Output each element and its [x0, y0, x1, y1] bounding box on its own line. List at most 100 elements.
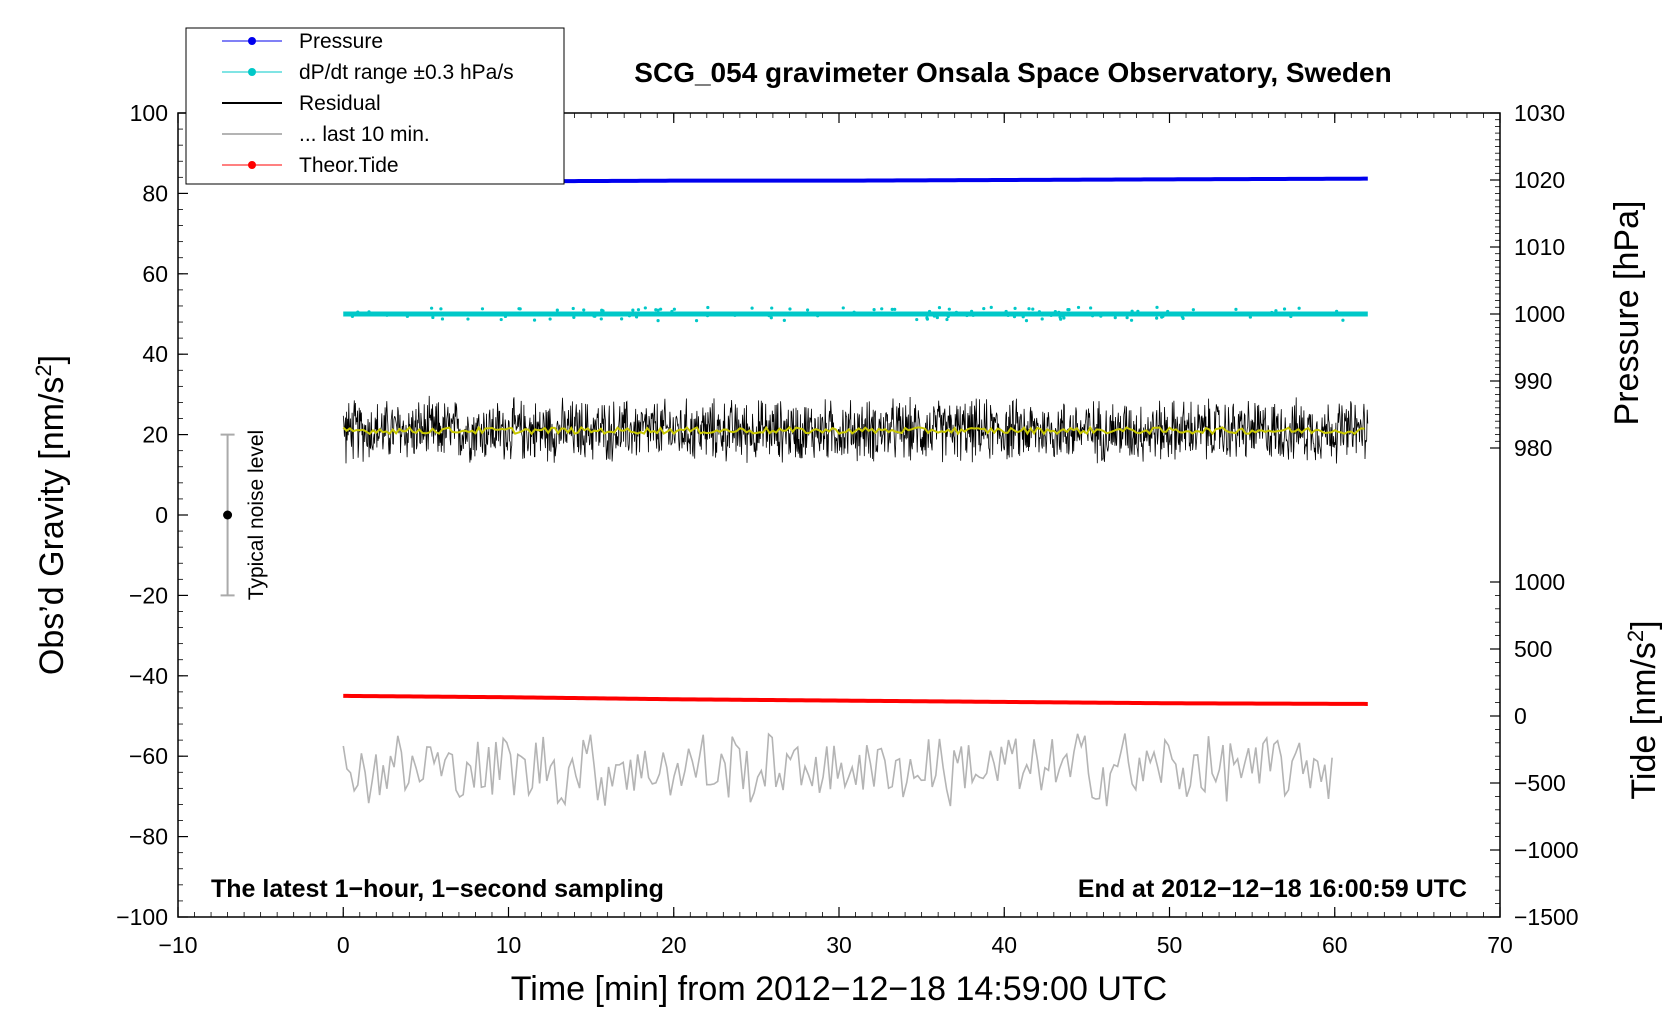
- dpdt-series-point: [1282, 307, 1287, 311]
- dpdt-series-point: [503, 314, 508, 319]
- legend-marker: [248, 161, 256, 169]
- dpdt-series-point: [1164, 312, 1168, 316]
- x-tick-label: 30: [826, 932, 852, 958]
- dpdt-series-point: [656, 308, 660, 312]
- dpdt-series-point: [643, 306, 647, 310]
- dpdt-series-point: [1155, 316, 1159, 320]
- dpdt-series-point: [1004, 309, 1008, 314]
- dpdt-series-point: [1062, 316, 1066, 320]
- tide-series-line: [343, 693, 1368, 706]
- dpdt-series-point: [786, 313, 790, 317]
- dpdt-series-point: [565, 312, 569, 316]
- legend-box: [185, 27, 565, 185]
- dpdt-series-point: [925, 317, 930, 321]
- dpdt-series-point: [769, 316, 773, 320]
- dpdt-series-point: [356, 310, 360, 314]
- dpdt-series-point: [1341, 318, 1345, 322]
- dpdt-series-point: [915, 317, 919, 322]
- dpdt-series-point: [760, 313, 764, 317]
- dpdt-series-point: [1076, 305, 1081, 310]
- y-tick-label: 100: [130, 100, 168, 126]
- footer-left-note: The latest 1−hour, 1−second sampling: [211, 875, 664, 903]
- dpdt-series-point: [362, 311, 367, 315]
- residual-smoothed-line: [342, 425, 1365, 436]
- dpdt-series-point: [636, 312, 640, 316]
- dpdt-series-point: [634, 315, 639, 319]
- dpdt-series-point: [841, 306, 845, 310]
- dpdt-series-point: [1067, 308, 1071, 312]
- x-tick-label: 0: [337, 932, 350, 958]
- legend-label: Pressure: [299, 30, 383, 53]
- tide-tick-label: −1500: [1514, 904, 1579, 930]
- x-ticks: −10 0 10 20 30 40 50 60 70: [158, 113, 1513, 958]
- dpdt-series-point: [536, 311, 540, 315]
- y-axis-label: Obs’d Gravity [nm/s2]: [31, 355, 71, 675]
- dpdt-series-point: [659, 307, 663, 311]
- legend-marker: [248, 68, 256, 76]
- y-tick-label: 40: [142, 341, 168, 367]
- dpdt-series-point: [1180, 314, 1184, 319]
- tide-tick-label: 1000: [1514, 569, 1565, 595]
- dpdt-series-point: [1013, 306, 1017, 310]
- dpdt-series-point: [548, 312, 552, 316]
- x-tick-label: −10: [158, 932, 197, 958]
- dpdt-series-point: [385, 313, 389, 317]
- dpdt-series-point: [599, 317, 603, 321]
- dpdt-series-point: [733, 313, 737, 317]
- dpdt-series-point: [592, 314, 596, 318]
- y-tick-label: 60: [142, 261, 168, 287]
- dpdt-series-point: [429, 306, 434, 310]
- dpdt-series-point: [1058, 315, 1062, 319]
- dpdt-series-point: [672, 307, 676, 311]
- legend-label: dP/dt range ±0.3 hPa/s: [299, 61, 514, 84]
- dpdt-series-point: [982, 306, 986, 311]
- plot-frame: [177, 112, 1501, 918]
- dpdt-series-point: [852, 310, 856, 314]
- dpdt-series-point: [1160, 315, 1164, 319]
- last-10-min-series-line: [342, 732, 1333, 807]
- dpdt-series-point: [463, 311, 467, 316]
- dpdt-series-point: [1099, 314, 1103, 318]
- dpdt-series-point: [1129, 318, 1134, 322]
- dpdt-series-point: [782, 318, 786, 322]
- y-tick-label: −100: [116, 904, 168, 930]
- dpdt-series-point: [801, 312, 805, 316]
- dpdt-series-point: [872, 308, 876, 312]
- dpdt-series-point: [439, 307, 443, 311]
- dpdt-series-point: [670, 309, 674, 314]
- y-tick-label: −40: [129, 663, 168, 689]
- dpdt-series-point: [571, 306, 575, 311]
- noise-bar: [220, 433, 235, 597]
- dpdt-series-point: [989, 305, 993, 309]
- dpdt-series-point: [1089, 306, 1093, 310]
- pressure-tick-label: 1010: [1514, 234, 1565, 260]
- x-axis-label: Time [min] from 2012−12−18 14:59:00 UTC: [511, 970, 1167, 1008]
- dpdt-series-point: [1034, 313, 1038, 317]
- dpdt-series-point: [1155, 305, 1159, 309]
- dpdt-series-point: [627, 314, 632, 318]
- dpdt-series-point: [1031, 307, 1035, 311]
- chart-title: SCG_054 gravimeter Onsala Space Observat…: [634, 57, 1391, 88]
- dpdt-series-point: [620, 317, 624, 321]
- legend-marker: [248, 37, 256, 45]
- legend: Pressure dP/dt range ±0.3 hPa/s Residual..…: [222, 30, 514, 177]
- y-ticks: 100 80 60 40 20 0 −20 −40 −60 −80 −100: [116, 100, 188, 930]
- dpdt-series-point: [1191, 308, 1195, 312]
- dpdt-series-point: [1130, 309, 1134, 313]
- x-tick-label: 50: [1157, 932, 1183, 958]
- dpdt-series-point: [932, 314, 937, 318]
- dpdt-series-point: [636, 308, 641, 312]
- dpdt-series-point: [954, 310, 958, 314]
- y-tick-label: −80: [129, 824, 168, 850]
- dpdt-series-point: [1274, 309, 1278, 313]
- dpdt-series-point: [555, 308, 559, 312]
- dpdt-series-point: [1248, 315, 1252, 319]
- tide-tick-label: −1000: [1514, 837, 1579, 863]
- x-tick-label: 40: [991, 932, 1017, 958]
- dpdt-series-point: [947, 307, 951, 311]
- dpdt-series-point: [788, 307, 792, 311]
- dpdt-series-point: [1090, 314, 1095, 318]
- dpdt-series-point: [970, 309, 974, 313]
- footer-right-note: End at 2012−12−18 16:00:59 UTC: [1078, 875, 1467, 903]
- noise-bar-center-dot: [223, 510, 233, 520]
